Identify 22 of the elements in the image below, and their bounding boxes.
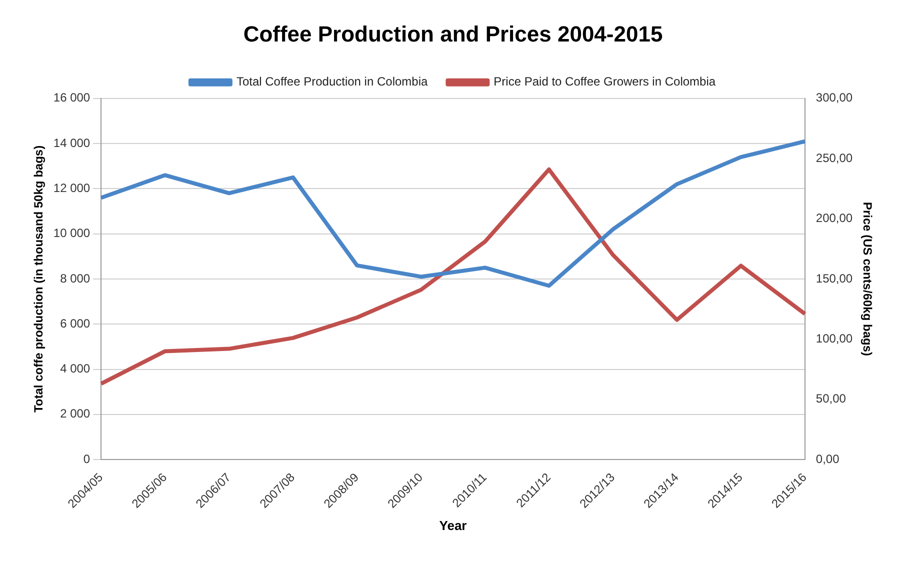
chart-title: Coffee Production and Prices 2004-2015 bbox=[243, 21, 663, 46]
y-tick-label: 8 000 bbox=[60, 271, 90, 286]
y2-tick-label: 300,00 bbox=[816, 90, 853, 105]
y-tick-label: 16 000 bbox=[53, 90, 90, 105]
y-tick-label: 6 000 bbox=[60, 316, 90, 330]
y-tick-label: 0 bbox=[83, 452, 90, 466]
y2-tick-label: 200,00 bbox=[816, 211, 853, 226]
y-tick-label: 12 000 bbox=[53, 181, 90, 195]
y-tick-label: 4 000 bbox=[60, 362, 90, 376]
legend-label: Total Coffee Production in Colombia bbox=[236, 74, 428, 89]
y-axis-title: Total coffe production (in thousand 50kg bags) bbox=[32, 145, 46, 413]
y2-axis-title: Price (US cents/60kg bags) bbox=[860, 202, 874, 356]
y2-tick-label: 150,00 bbox=[816, 271, 853, 286]
y2-tick-label: 100,00 bbox=[816, 331, 853, 346]
y2-tick-label: 50,00 bbox=[816, 392, 846, 406]
y2-tick-label: 250,00 bbox=[816, 150, 853, 165]
legend-label: Price Paid to Coffee Growers in Colombia bbox=[494, 74, 716, 89]
y-tick-label: 10 000 bbox=[53, 226, 90, 240]
y-tick-label: 2 000 bbox=[60, 406, 90, 421]
y2-tick-label: 0,00 bbox=[816, 452, 840, 466]
y-tick-label: 14 000 bbox=[53, 136, 90, 150]
x-axis-title: Year bbox=[439, 518, 467, 533]
